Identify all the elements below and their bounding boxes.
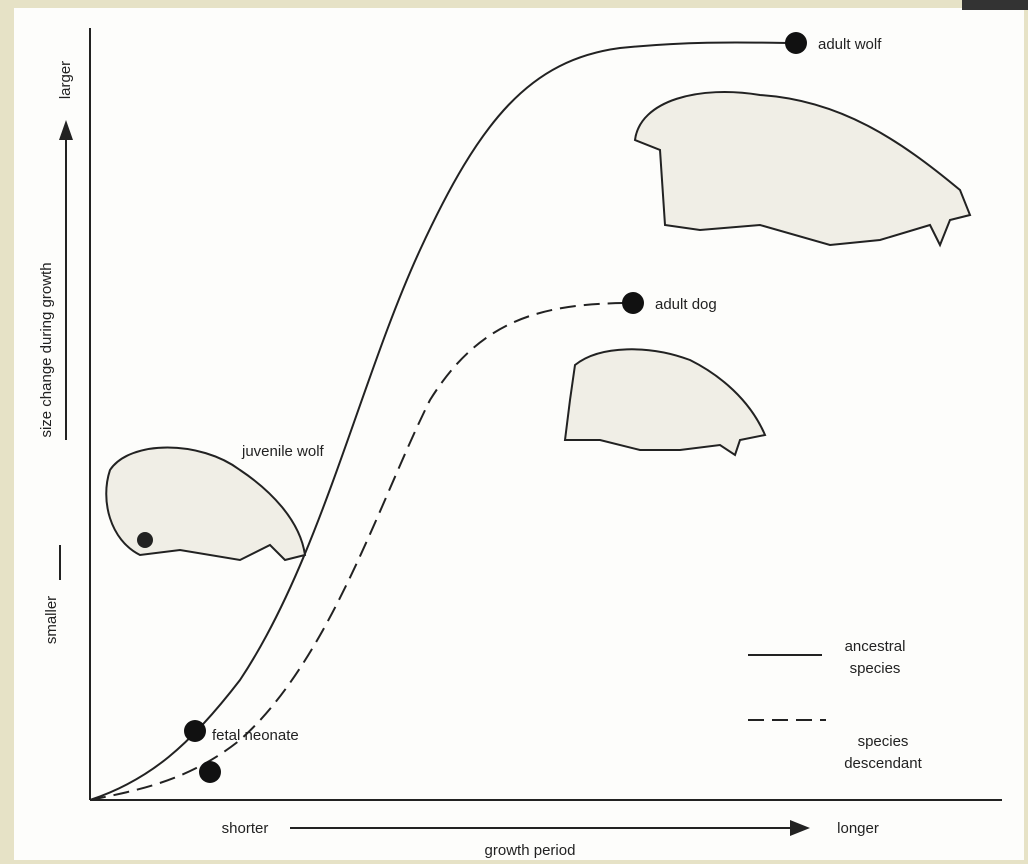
corner xyxy=(962,0,1028,10)
label-fetal-neonate: fetal neonate xyxy=(212,727,299,744)
point-neonate xyxy=(199,761,221,783)
label-juvenile-wolf: juvenile wolf xyxy=(241,443,325,460)
x-label: growth period xyxy=(485,842,576,859)
x-low: shorter xyxy=(222,820,269,837)
point-juvenile xyxy=(184,720,206,742)
label-adult-wolf: adult wolf xyxy=(818,36,882,53)
y-label: size change during growth xyxy=(38,262,55,437)
skull-detail xyxy=(137,532,153,548)
point-adult-dog xyxy=(622,292,644,314)
y-low: smaller xyxy=(43,596,60,644)
page: size change during growth smaller larger… xyxy=(0,0,1028,864)
x-high: longer xyxy=(837,820,879,837)
legend-ancestral: ancestral species xyxy=(820,636,930,680)
point-adult-wolf xyxy=(785,32,807,54)
legend-descendant: species descendant xyxy=(828,731,938,775)
y-high: larger xyxy=(57,61,74,99)
label-adult-dog: adult dog xyxy=(655,296,717,313)
